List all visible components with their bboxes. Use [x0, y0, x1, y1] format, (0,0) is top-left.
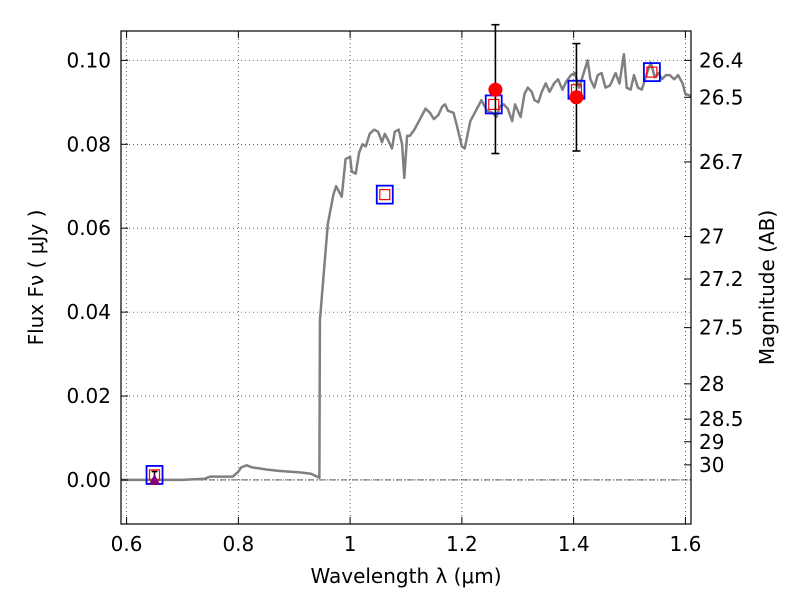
right-tick-label: 28 — [699, 372, 724, 396]
model-photometry-inner — [488, 98, 500, 111]
right-tick-label: 30 — [699, 453, 724, 477]
spectrum-layer — [121, 52, 692, 482]
y-tick-label: 0.00 — [66, 468, 111, 492]
x-tick-label: 0.6 — [111, 532, 143, 556]
x-axis-title: Wavelength λ (μm) — [310, 564, 501, 588]
right-tick-label: 27.2 — [699, 267, 744, 291]
x-tick-label: 1.4 — [558, 532, 590, 556]
observed-point — [488, 82, 503, 97]
x-tick-label: 1.6 — [670, 532, 702, 556]
y-tick-label: 0.08 — [66, 132, 111, 156]
model-spectrum-line — [121, 52, 692, 482]
right-axis-title: Magnitude (AB) — [755, 210, 779, 365]
right-tick-label: 26.5 — [699, 85, 744, 109]
observed-point — [569, 90, 584, 105]
grid-lines — [121, 31, 691, 524]
y-axis-title: Flux Fν ( μJy ) — [24, 210, 48, 346]
y-tick-label: 0.10 — [66, 48, 111, 72]
right-tick-label: 27.5 — [699, 316, 744, 340]
right-tick-label: 29 — [699, 430, 724, 454]
model-photometry-inner — [379, 189, 391, 201]
photometry-layer — [145, 23, 661, 485]
y-tick-label: 0.04 — [66, 300, 111, 324]
model-photometry-box — [375, 184, 394, 205]
right-tick-label: 28.5 — [699, 407, 744, 431]
y-tick-label: 0.02 — [66, 384, 111, 408]
y-tick-label: 0.06 — [66, 216, 111, 240]
plot-frame — [120, 30, 692, 525]
model-photometry-inner — [646, 66, 658, 78]
right-tick-label: 26.4 — [699, 48, 744, 72]
right-tick-label: 27 — [699, 225, 724, 249]
upper-limit-marker — [148, 473, 161, 485]
x-tick-label: 1 — [344, 532, 357, 556]
x-tick-label: 1.2 — [446, 532, 478, 556]
axis-ticks: 0.6 0.8 1 1.2 1.4 1.6 0.00 0.02 0.04 0.06 0.08 0.10… — [66, 31, 744, 556]
model-photometry-box — [642, 62, 661, 83]
right-tick-label: 26.7 — [699, 150, 744, 174]
x-tick-label: 0.8 — [222, 532, 254, 556]
